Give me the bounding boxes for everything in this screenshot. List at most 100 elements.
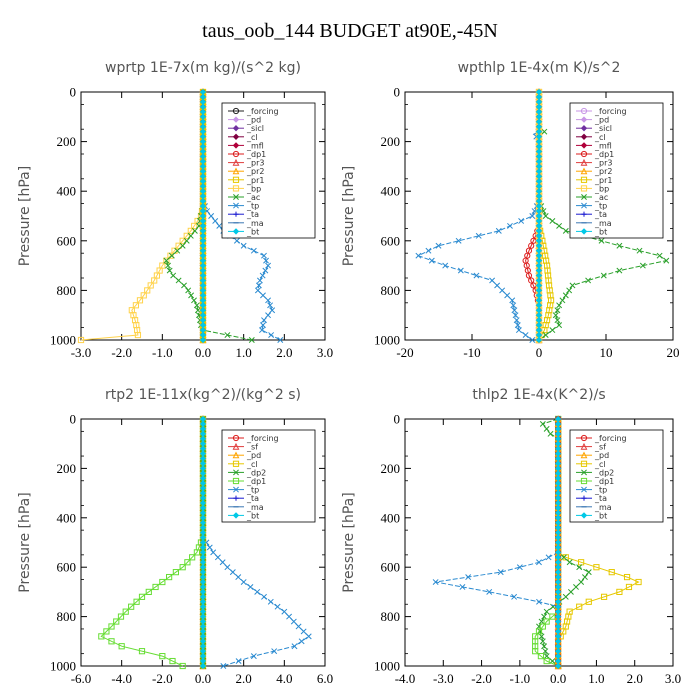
series-point [663,257,670,264]
series-point [163,257,170,264]
series-point [183,232,190,239]
series-point [566,559,573,566]
series-point [199,662,207,670]
series-point [216,222,223,229]
legend-marker [580,125,588,132]
x-tick-label: -2.0 [471,671,492,686]
legend-label: _dp1 [594,477,614,486]
series-point [179,564,186,571]
series-point [295,623,302,630]
x-tick-label: -2.0 [111,345,132,360]
x-tick-label: 0.0 [195,671,211,686]
series-point [267,302,274,309]
legend-label: _cl [594,133,606,142]
legend-marker [232,451,240,459]
legend-marker [232,133,240,140]
legend-label: _ta [246,494,259,503]
series-point [541,643,548,650]
series-point [172,569,179,576]
series-point [639,262,646,269]
figure-title: taus_oob_144 BUDGET at90E,-45N [202,20,498,42]
legend-marker [581,486,587,493]
series-point [271,648,278,655]
y-tick-label: 1000 [374,333,400,348]
series-bt-line [554,415,562,670]
legend-box [221,102,316,239]
series-point [267,598,274,605]
series-dp1-line [98,415,207,670]
series-point [598,237,605,244]
series-point [543,618,550,625]
y-tick-label: 400 [381,184,401,199]
legend-label: _cl [246,460,258,469]
series-point [536,559,542,566]
series-point [259,327,265,334]
x-tick-label: -3.0 [71,345,92,360]
series-point [300,628,307,635]
legend-marker [232,107,240,115]
legend-marker [232,150,240,158]
legend-marker [580,434,588,442]
legend-marker [233,202,239,209]
series-point [108,623,115,630]
legend-label: _bt [594,511,607,520]
series-point [543,425,550,432]
legend-marker [580,442,588,450]
series-point [576,603,583,610]
legend-marker [580,142,588,149]
series-point [233,237,240,244]
series-point [133,598,140,605]
legend-marker [580,150,588,158]
x-tick-label: 4.0 [276,671,292,686]
y-tick-label: 0 [394,85,401,100]
series-point [235,574,242,581]
series-point [625,583,633,591]
series-point [224,564,231,571]
series-point [255,282,262,289]
series-point [554,307,561,314]
series-point [529,337,536,343]
series-point [144,287,151,294]
legend-marker [232,116,240,123]
series-point [269,307,276,314]
legend-marker [232,176,240,183]
series-point [432,579,439,585]
series-point [189,554,196,561]
series-point [459,584,466,590]
legend-label: _forcing [246,107,279,116]
legend-marker [580,167,588,175]
legend-marker [233,469,239,476]
series-point [159,653,166,660]
legend-label: _bt [246,227,259,236]
x-tick-label: -20 [396,345,413,360]
series-bt-line [535,88,543,344]
series-point [535,336,543,344]
series-point [259,272,266,279]
series-point [549,218,556,224]
series-point [536,598,542,605]
series-point [539,638,546,645]
series-point [562,593,569,600]
series-point [566,287,573,294]
y-axis-label: Pressure [hPa] [17,166,33,266]
series-point [185,287,192,294]
series-point [166,573,173,581]
legend-marker [580,185,588,192]
legend-label: _sicl [246,124,264,133]
y-tick-label: 600 [57,233,77,248]
series-point [569,282,576,289]
series-point [556,222,563,229]
legend-label: _dp2 [246,468,266,477]
legend-label: _pr2 [594,167,612,176]
series-point [656,252,663,259]
legend-marker [232,158,240,166]
series-point [214,554,221,561]
legend-marker [580,512,588,519]
series-point [514,322,521,329]
series-point [539,420,546,427]
series-point [515,327,522,334]
legend-label: _ma [246,503,264,512]
x-tick-label: -4.0 [395,671,416,686]
series-point [208,213,215,219]
